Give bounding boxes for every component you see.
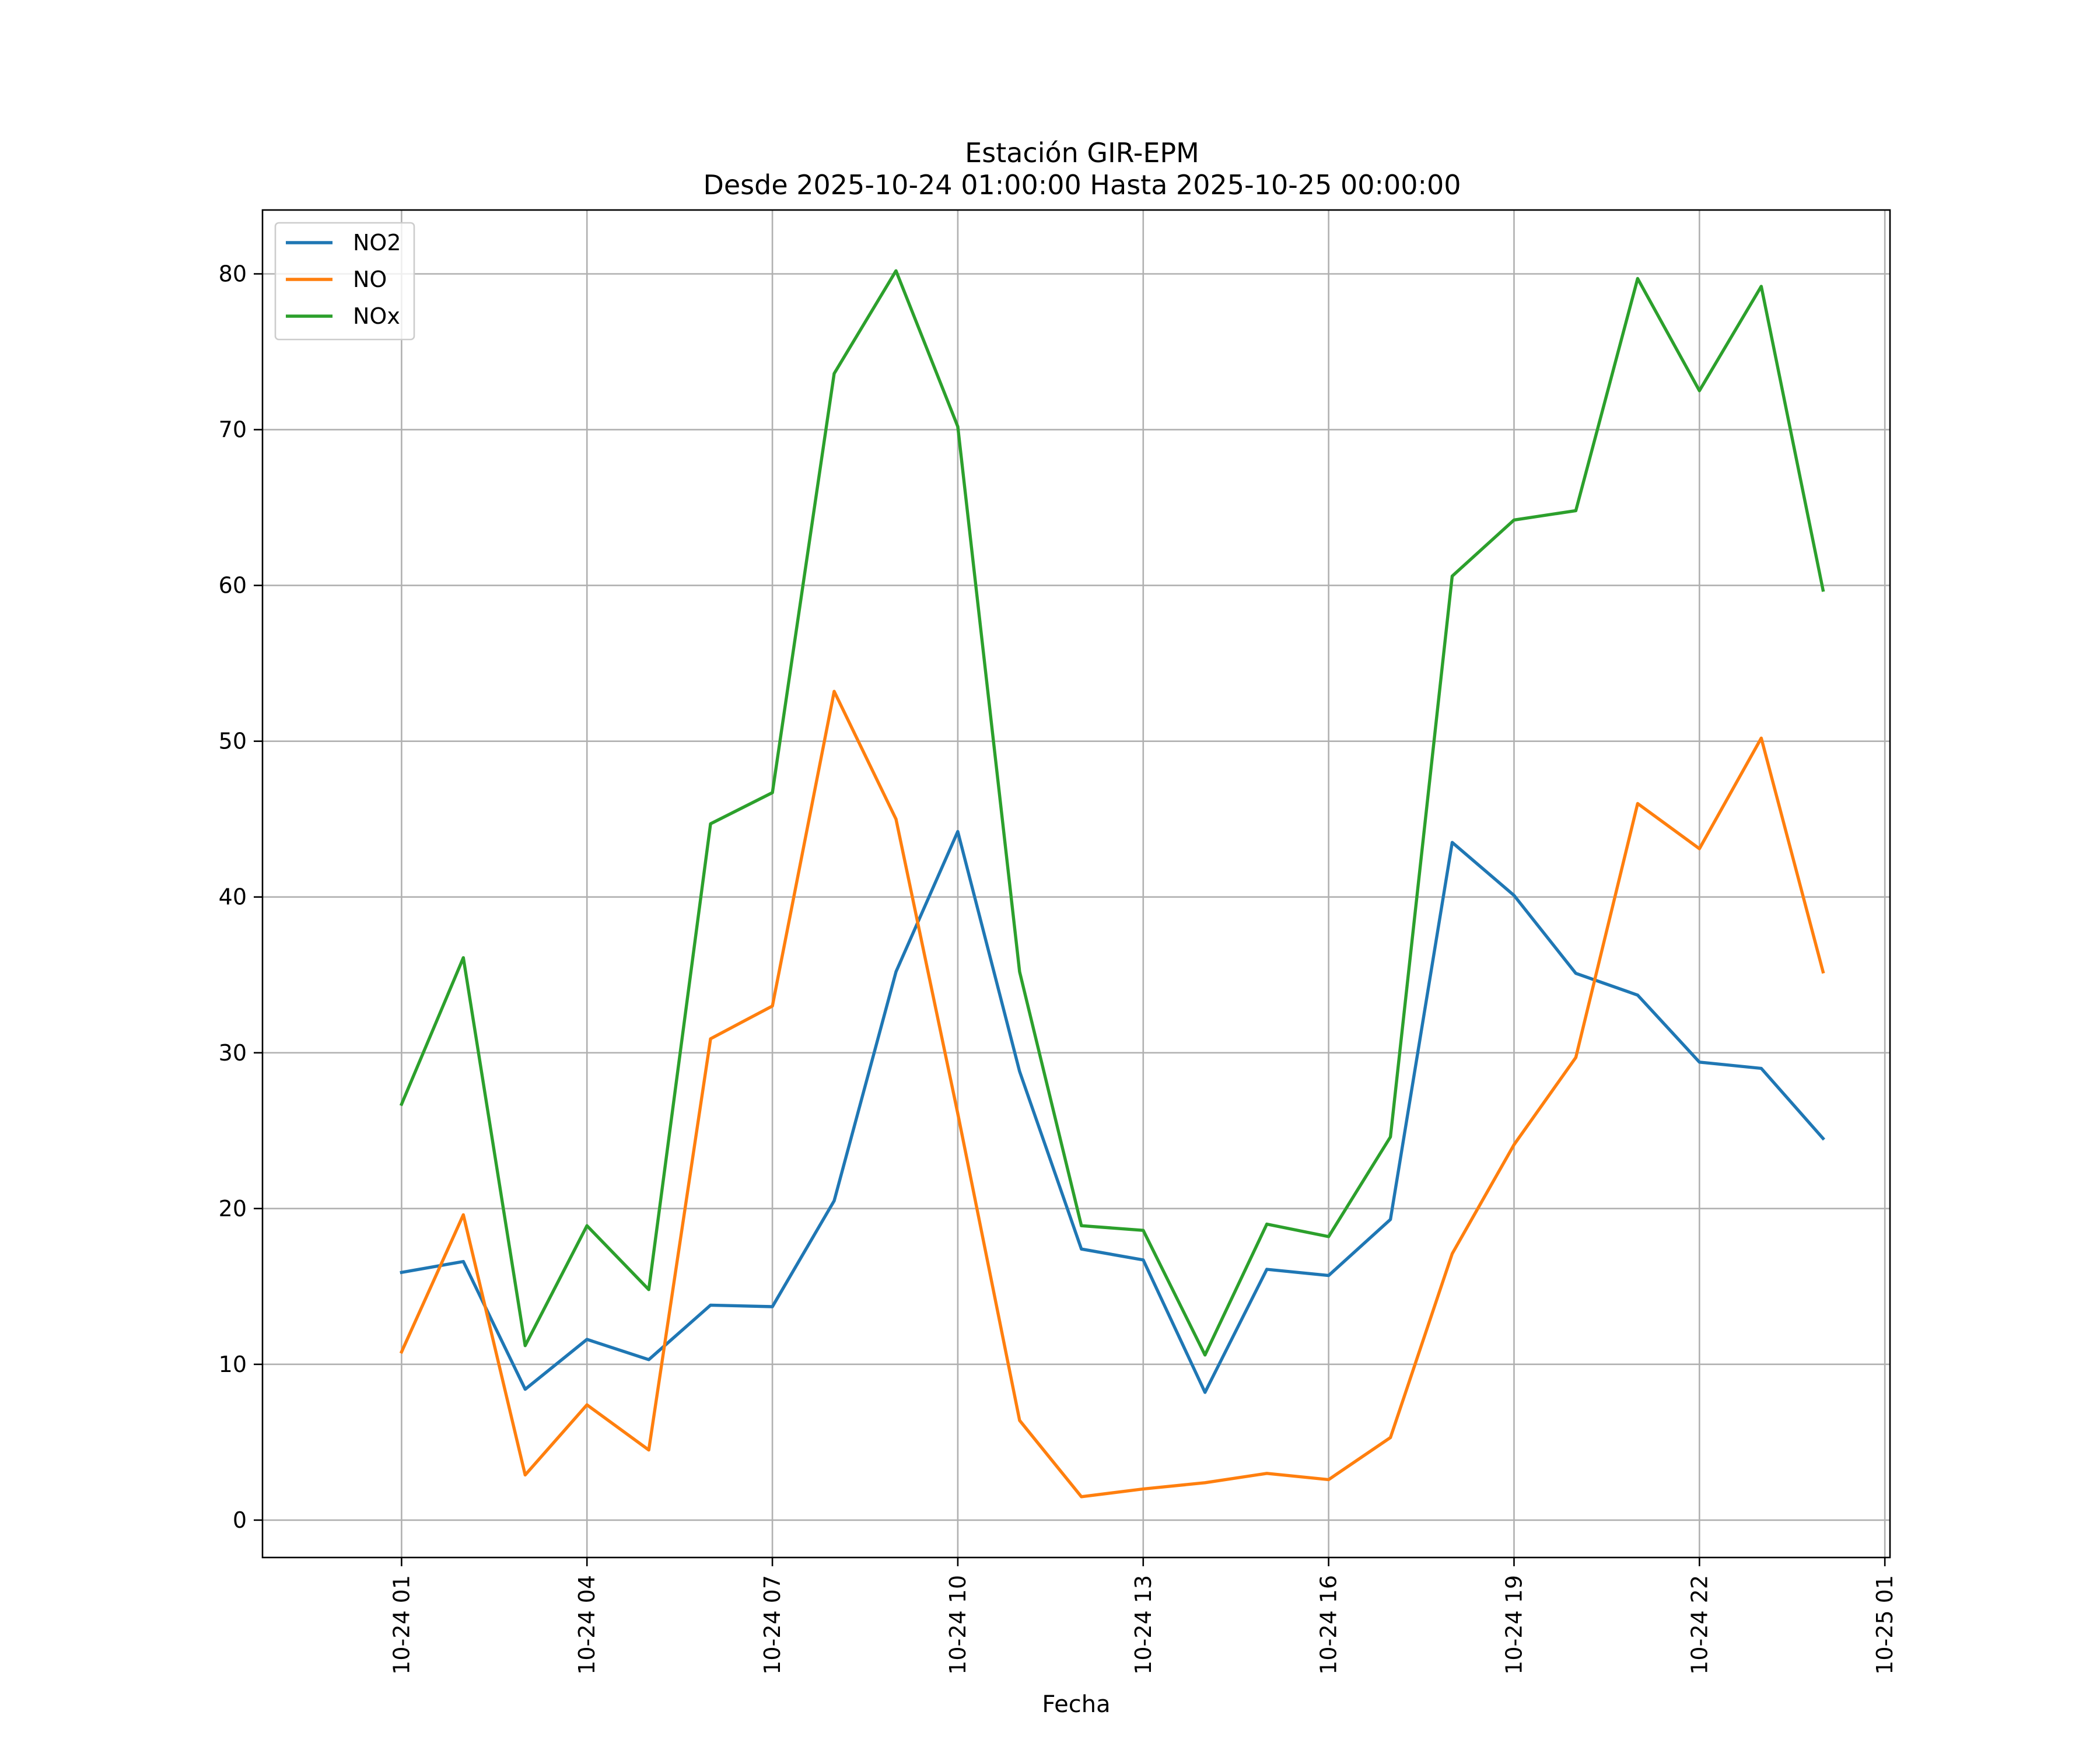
legend-items: NO2 NO NOx <box>286 230 401 329</box>
legend-box <box>274 222 415 341</box>
legend-label: NO2 <box>353 230 401 256</box>
series-lines <box>399 269 1826 1499</box>
x-tick-label: 10-24 22 <box>1686 1575 1712 1675</box>
plot-area <box>262 210 1890 1558</box>
series-line-no <box>399 690 1825 1499</box>
y-tick-label: 60 <box>219 573 247 598</box>
series-line-nox <box>399 269 1825 1357</box>
series-line-no2 <box>400 830 1826 1394</box>
y-tick-label: 40 <box>219 884 247 910</box>
chart-subtitle: Desde 2025-10-24 01:00:00 Hasta 2025-10-… <box>703 169 1461 201</box>
x-tick-label: 10-24 13 <box>1130 1575 1156 1675</box>
x-tick-label: 10-24 16 <box>1316 1575 1342 1675</box>
y-tick-label: 0 <box>233 1507 247 1533</box>
x-tick-label: 10-24 07 <box>760 1575 785 1675</box>
x-axis-label: Fecha <box>1042 1691 1110 1718</box>
legend-label: NOx <box>353 303 400 329</box>
x-tick-label: 10-24 04 <box>574 1575 600 1675</box>
x-tick-label: 10-24 01 <box>388 1575 414 1675</box>
x-tick-label: 10-24 10 <box>945 1575 971 1675</box>
legend: NO2 NO NOx <box>274 222 415 341</box>
chart-title: Estación GIR-EPM <box>965 137 1199 169</box>
x-tick-label: 10-24 19 <box>1501 1575 1527 1675</box>
grid-lines <box>262 210 1890 1558</box>
y-tick-label: 20 <box>219 1196 247 1222</box>
y-tick-label: 80 <box>219 261 247 286</box>
x-tick-label: 10-25 01 <box>1872 1575 1898 1675</box>
y-tick-label: 50 <box>219 729 247 754</box>
legend-label: NO <box>353 267 387 292</box>
y-tick-label: 10 <box>219 1352 247 1377</box>
y-tick-label: 30 <box>219 1040 247 1066</box>
y-tick-label: 70 <box>219 417 247 443</box>
axis-ticks: 10-24 01 10-24 04 10-24 07 10-24 10 10-24 13… <box>219 261 1898 1674</box>
plot-frame <box>261 209 1891 1559</box>
